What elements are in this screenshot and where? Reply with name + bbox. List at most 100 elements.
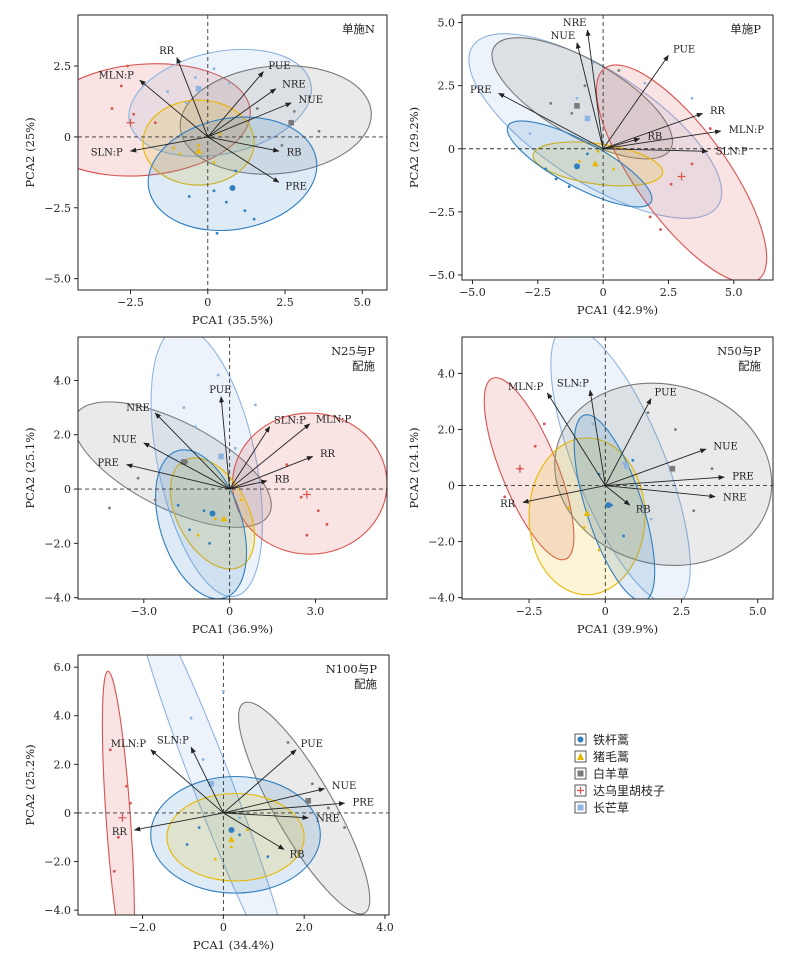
x-tick-label: −2.0 xyxy=(129,921,156,934)
panel-title: N100与P xyxy=(326,662,378,676)
centroid-marker xyxy=(195,147,202,154)
data-point xyxy=(285,463,289,467)
y-tick-label: 6.0 xyxy=(54,661,72,674)
legend-label: 达乌里胡枝子 xyxy=(593,783,665,798)
legend-label: 长芒草 xyxy=(593,800,629,815)
loading-arrow xyxy=(602,112,704,150)
y-tick-label: −2.5 xyxy=(428,206,455,219)
data-point xyxy=(266,855,270,859)
y-axis-title: PCA2 (25.1%) xyxy=(23,427,37,508)
data-point xyxy=(253,403,257,407)
data-point xyxy=(132,112,136,116)
centroid-marker xyxy=(220,515,228,522)
loading-label: NUE xyxy=(551,31,575,42)
data-point xyxy=(238,816,241,820)
loading-label: PUE xyxy=(301,739,323,750)
data-point xyxy=(292,109,296,113)
loading-label: PRE xyxy=(353,797,375,808)
loading-arrow xyxy=(207,136,280,153)
y-tick-label: 2.0 xyxy=(54,429,72,442)
centroid-marker xyxy=(195,85,202,92)
loading-arrow xyxy=(207,71,264,138)
plot-area xyxy=(78,655,389,915)
x-tick-label: 2.0 xyxy=(295,921,313,934)
y-tick-label: 4.0 xyxy=(54,374,72,387)
centroid-marker xyxy=(118,813,127,822)
confidence-ellipse xyxy=(179,65,372,175)
loading-label: NRE xyxy=(723,492,747,503)
data-point xyxy=(597,548,601,552)
centroid-marker xyxy=(288,119,295,126)
data-point xyxy=(325,522,329,526)
loading-arrow xyxy=(605,474,725,486)
panels: RR MLN:P PUE NRE NUE SLN:P RB PRE −2.5 0 2.5 5.0 −5.… xyxy=(23,14,774,952)
y-tick-label: −5.0 xyxy=(428,269,455,282)
y-tick-label: −4.0 xyxy=(44,904,71,917)
loading-arrow xyxy=(603,129,722,150)
confidence-ellipse xyxy=(528,437,646,596)
y-tick-label: −4.0 xyxy=(44,592,71,605)
data-point xyxy=(213,517,217,521)
x-tick-label: 2.5 xyxy=(276,296,294,309)
loading-label: RR xyxy=(159,46,175,57)
data-point xyxy=(554,177,558,181)
centroid-marker xyxy=(228,826,235,833)
y-tick-label: 2.5 xyxy=(438,80,456,93)
data-point xyxy=(230,845,233,849)
data-point xyxy=(578,159,582,163)
legend-marker-circle xyxy=(577,736,584,743)
x-axis-title: PCA1 (35.5%) xyxy=(192,313,273,327)
loading-label: RB xyxy=(287,148,302,159)
chart-panel: MLN:P SLN:P PUE NUE PRE NRE RR RB −2.0 0 2.0 4.0 −4.… xyxy=(23,654,394,952)
plot-frame xyxy=(461,14,774,281)
loading-arrow xyxy=(223,812,285,850)
loading-arrow xyxy=(143,442,230,490)
legend-marker-triangle xyxy=(577,752,584,760)
centroid-marker xyxy=(515,464,524,473)
loading-arrow xyxy=(176,56,209,138)
legend-item: 猪毛蒿 xyxy=(574,750,629,764)
panel-title: N25与P xyxy=(331,344,375,358)
x-tick-label: 0 xyxy=(226,605,233,618)
centroid-marker xyxy=(208,780,215,787)
confidence-ellipse xyxy=(231,412,387,555)
y-tick-label: 0 xyxy=(64,131,71,144)
loading-label: SLN:P xyxy=(716,146,748,157)
loading-label: PUE xyxy=(209,385,231,396)
data-point xyxy=(567,506,571,510)
legend-label: 猪毛蒿 xyxy=(593,750,629,764)
data-point xyxy=(674,428,677,431)
x-tick-label: −3.0 xyxy=(130,605,157,618)
data-point xyxy=(108,748,112,752)
data-point xyxy=(126,64,129,68)
data-point xyxy=(222,690,225,693)
data-point xyxy=(544,167,548,171)
loading-arrow xyxy=(223,812,309,820)
loading-label: NUE xyxy=(332,781,356,792)
y-tick-label: 2.0 xyxy=(438,423,456,436)
centroid-marker xyxy=(591,160,599,167)
data-point xyxy=(212,161,216,164)
y-tick-label: 2.5 xyxy=(54,60,72,73)
loading-label: MLN:P xyxy=(508,382,544,393)
loading-label: RB xyxy=(647,132,662,143)
data-point xyxy=(690,96,694,100)
x-tick-label: 0 xyxy=(602,605,609,618)
data-point xyxy=(308,95,312,99)
loading-arrow xyxy=(207,102,292,138)
loading-arrow xyxy=(126,463,230,490)
y-tick-label: 0 xyxy=(64,483,71,496)
x-tick-label: 5.0 xyxy=(749,605,767,618)
loading-label: MLN:P xyxy=(99,70,135,81)
loading-arrow xyxy=(139,79,209,138)
data-point xyxy=(224,200,228,204)
data-point xyxy=(228,81,231,85)
data-point xyxy=(116,835,120,839)
data-point xyxy=(622,534,625,538)
data-point xyxy=(631,458,635,462)
legend-item: 铁杆蒿 xyxy=(574,733,629,747)
y-tick-label: 2.0 xyxy=(54,758,72,771)
y-tick-label: −5.0 xyxy=(44,273,71,286)
loading-arrow xyxy=(602,54,669,150)
data-point xyxy=(212,67,216,71)
